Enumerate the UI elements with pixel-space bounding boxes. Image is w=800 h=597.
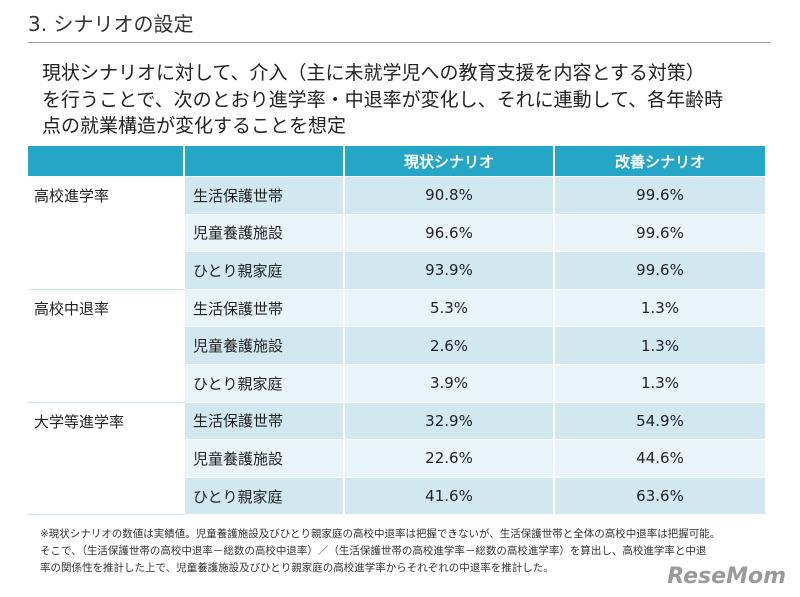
- value-cell: 96.6%: [345, 214, 555, 253]
- value-cell: 22.6%: [345, 440, 555, 478]
- row-label: ひとり親家庭: [185, 365, 345, 403]
- value-cell: 44.6%: [555, 440, 765, 478]
- value-cell: 63.6%: [555, 477, 765, 516]
- value-cell: 93.9%: [345, 252, 555, 290]
- value-cell: 1.3%: [555, 365, 765, 403]
- row-label: 生活保護世帯: [185, 289, 345, 328]
- value-cell: 90.8%: [345, 177, 555, 215]
- row-label: 児童養護施設: [185, 214, 345, 253]
- header-cell: 改善シナリオ: [555, 146, 765, 176]
- group-label: 高校進学率: [28, 177, 185, 290]
- logo: ReseMom: [667, 564, 786, 589]
- value-cell: 3.9%: [345, 365, 555, 403]
- intro-line: 点の就業構造が変化することを想定: [42, 115, 347, 137]
- value-cell: 99.6%: [555, 252, 765, 290]
- group-label: 大学等進学率: [28, 402, 185, 516]
- row-label: 児童養護施設: [185, 440, 345, 478]
- row-label: ひとり親家庭: [185, 252, 345, 290]
- title: 3. シナリオの設定: [28, 12, 194, 36]
- value-cell: 1.3%: [555, 327, 765, 365]
- row-label: 生活保護世帯: [185, 177, 345, 215]
- value-cell: 41.6%: [345, 477, 555, 516]
- value-cell: 99.6%: [555, 214, 765, 253]
- footnote: そこで、（生活保護世帯の高校中退率－総数の高校中退率）／（生活保護世帯の高校進学…: [40, 545, 707, 557]
- value-cell: 54.9%: [555, 402, 765, 441]
- footnote: 率の関係性を推計した上で、児童養護施設及びひとり親家庭の高校進学率からそれぞれの…: [40, 562, 554, 574]
- value-cell: 5.3%: [345, 289, 555, 328]
- footnote: ※現状シナリオの数値は実績値。児童養護施設及びひとり親家庭の高校中退率は把握でき…: [40, 528, 721, 540]
- intro-line: 現状シナリオに対して、介入（主に未就学児への教育支援を内容とする対策）: [42, 62, 705, 84]
- value-cell: 99.6%: [555, 177, 765, 215]
- value-cell: 1.3%: [555, 289, 765, 328]
- header-cell: [28, 146, 185, 176]
- value-cell: 32.9%: [345, 402, 555, 441]
- header-cell: 現状シナリオ: [345, 146, 555, 176]
- header-cell: [185, 146, 345, 176]
- row-label: 児童養護施設: [185, 327, 345, 365]
- rule: [28, 42, 770, 43]
- intro-line: を行うことで、次のとおり進学率・中退率が変化し、それに連動して、各年齢時: [42, 89, 724, 111]
- row-label: ひとり親家庭: [185, 477, 345, 516]
- group-label: 高校中退率: [28, 289, 185, 403]
- row-label: 生活保護世帯: [185, 402, 345, 441]
- value-cell: 2.6%: [345, 327, 555, 365]
